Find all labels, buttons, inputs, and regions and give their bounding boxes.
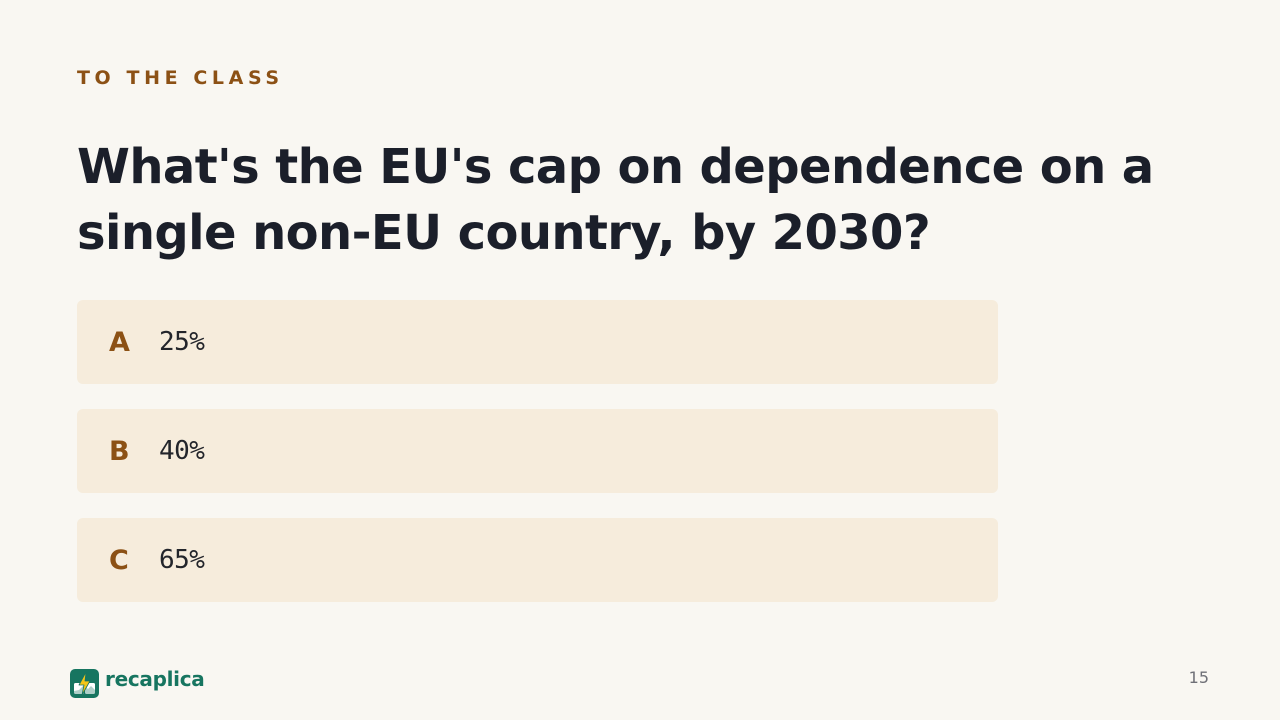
brand-name: recaplica — [105, 666, 205, 691]
option-letter: C — [109, 544, 129, 576]
question-title: What's the EU's cap on dependence on a s… — [77, 139, 1154, 261]
option-letter: B — [109, 435, 130, 467]
brand: recaplica — [70, 666, 205, 698]
recaplica-logo-icon — [70, 669, 99, 698]
option-letter: A — [109, 326, 130, 358]
option-text: 65% — [159, 545, 205, 575]
option-text: 25% — [159, 327, 205, 357]
option-text: 40% — [159, 436, 205, 466]
page-number: 15 — [1188, 668, 1209, 687]
answer-option-b[interactable]: B 40% — [77, 409, 998, 493]
answer-option-a[interactable]: A 25% — [77, 300, 998, 384]
eyebrow-label: TO THE CLASS — [77, 67, 284, 89]
answer-option-c[interactable]: C 65% — [77, 518, 998, 602]
answer-options: A 25% B 40% C 65% — [77, 300, 998, 627]
